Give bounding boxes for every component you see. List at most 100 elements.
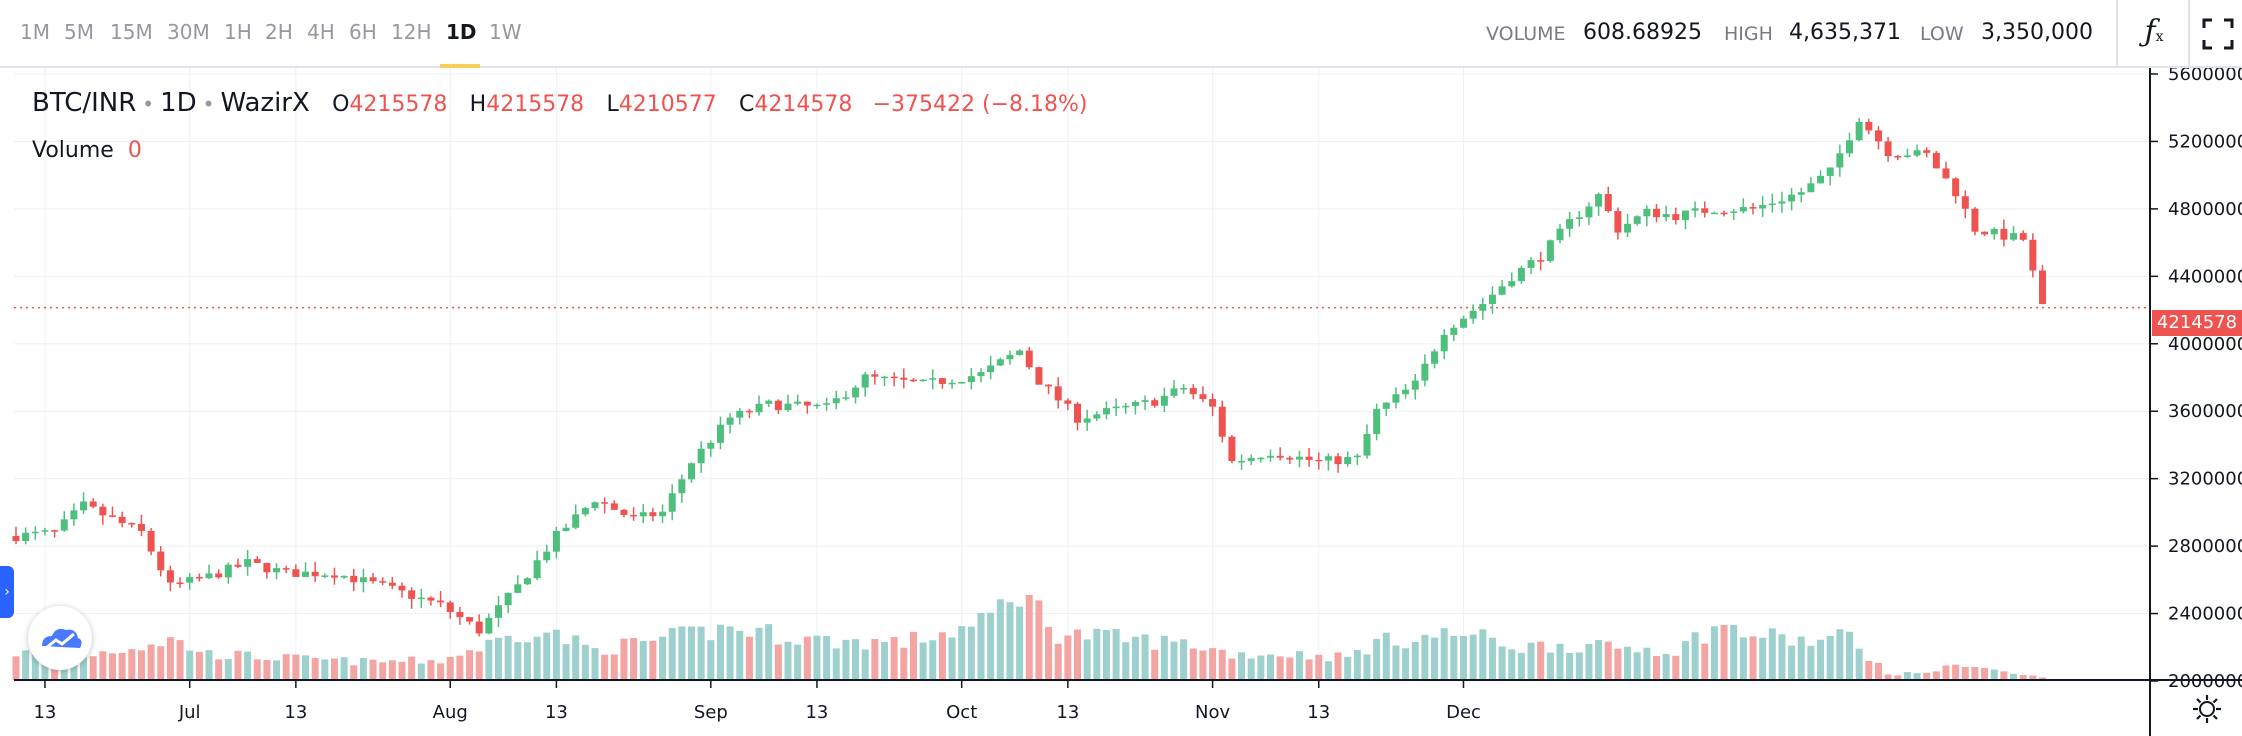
volume-bar-down — [99, 651, 107, 680]
candle-down — [437, 600, 445, 603]
candle-up — [1460, 318, 1467, 328]
gear-icon[interactable] — [2190, 692, 2224, 726]
volume-bar-up — [861, 649, 869, 680]
candle-up — [948, 382, 956, 385]
volume-bar-up — [22, 650, 30, 680]
candle-up — [794, 401, 802, 404]
volume-bar-down — [1054, 643, 1062, 680]
volume-bar-down — [1961, 667, 1969, 680]
volume-bar-down — [630, 637, 638, 680]
x-axis-label: 13 — [1307, 702, 1330, 723]
volume-bar-down — [1189, 648, 1197, 680]
candle-up — [1479, 303, 1487, 311]
volume-bar-down — [282, 654, 290, 680]
y-axis-label: 4000000 — [2168, 334, 2242, 355]
candle-up — [1759, 205, 1767, 209]
volume-bar-down — [1720, 624, 1728, 680]
volume-bar-down — [1151, 649, 1159, 680]
high-stat-label: HIGH — [1724, 23, 1773, 45]
candle-up — [1788, 194, 1796, 202]
volume-bar-up — [504, 635, 512, 680]
volume-bar-up — [1903, 672, 1911, 680]
candle-up — [784, 403, 792, 411]
volume-bar-down — [118, 652, 126, 680]
candle-up — [321, 575, 329, 577]
candle-down — [1604, 194, 1612, 212]
candle-down — [1981, 231, 1989, 235]
candle-down — [1614, 211, 1622, 233]
candle-down — [1932, 152, 1940, 169]
candle-up — [823, 403, 831, 405]
candle-up — [736, 410, 744, 418]
candle-up — [1691, 208, 1699, 211]
y-axis-label: 2800000 — [2168, 536, 2242, 557]
fx-indicators-icon[interactable]: ƒx — [2144, 14, 2164, 49]
candle-down — [195, 577, 203, 579]
candle-down — [1653, 208, 1660, 218]
fullscreen-icon[interactable] — [2200, 16, 2236, 52]
candle-up — [1141, 400, 1149, 402]
volume-bar-up — [823, 636, 831, 680]
volume-bar-up — [1450, 635, 1458, 680]
candle-down — [1025, 350, 1033, 368]
y-axis-label: 4800000 — [2168, 199, 2242, 220]
candle-up — [668, 493, 676, 512]
candle-down — [1874, 130, 1882, 142]
volume-bar-down — [1276, 656, 1284, 680]
y-axis-label: 5600000 — [2168, 68, 2242, 85]
volume-bar-up — [1566, 652, 1574, 680]
volume-bar-up — [707, 640, 715, 680]
x-axis-label: 13 — [1056, 702, 1079, 723]
interval-1d[interactable]: 1D — [446, 20, 477, 44]
volume-bar-down — [292, 654, 300, 680]
interval-2h[interactable]: 2H — [265, 20, 293, 44]
candle-down — [388, 582, 396, 586]
tradingview-logo[interactable] — [28, 606, 92, 670]
volume-bars — [12, 594, 2046, 680]
interval-4h[interactable]: 4H — [307, 20, 335, 44]
volume-bar-up — [716, 624, 724, 680]
interval-15m[interactable]: 15M — [110, 20, 153, 44]
interval-30m[interactable]: 30M — [167, 20, 210, 44]
interval-12h[interactable]: 12H — [391, 20, 432, 44]
candle-up — [1411, 380, 1419, 390]
candle-up — [755, 403, 763, 413]
volume-bar-down — [1604, 641, 1612, 680]
candle-down — [1189, 388, 1197, 395]
candle-up — [60, 519, 68, 531]
candle-up — [22, 532, 30, 542]
interval-5m[interactable]: 5M — [64, 20, 94, 44]
volume-bar-up — [1807, 645, 1815, 680]
volume-bar-up — [224, 659, 232, 680]
candle-up — [929, 378, 937, 380]
candle-down — [630, 514, 638, 517]
interval-1m[interactable]: 1M — [20, 20, 50, 44]
sidebar-toggle-chevron-icon[interactable]: › — [0, 566, 14, 618]
volume-bar-down — [1064, 635, 1072, 680]
chart-area[interactable]: 5600000 5200000 4800000 4400000 4000000 36000… — [0, 68, 2242, 736]
volume-bar-up — [495, 637, 502, 680]
candle-up — [417, 597, 425, 600]
candle-down — [466, 617, 474, 622]
legend-open-label: O — [332, 92, 350, 117]
volume-bar-up — [552, 629, 560, 680]
volume-bar-up — [273, 660, 281, 680]
legend-symbol[interactable]: BTC/INR — [32, 88, 137, 118]
interval-6h[interactable]: 6H — [349, 20, 377, 44]
x-axis-label: Jul — [178, 702, 201, 723]
candle-down — [1672, 214, 1680, 221]
volume-bar-up — [1247, 658, 1255, 680]
candle-down — [292, 569, 300, 577]
volume-bar-up — [1180, 639, 1188, 680]
volume-bar-up — [659, 636, 667, 680]
volume-bar-up — [1855, 648, 1863, 680]
x-axis-label: 13 — [805, 702, 828, 723]
candle-up — [186, 577, 194, 583]
candle-up — [1353, 455, 1361, 458]
candle-up — [1595, 194, 1603, 207]
interval-1h[interactable]: 1H — [224, 20, 252, 44]
interval-1w[interactable]: 1W — [489, 20, 522, 44]
volume-bar-down — [253, 659, 261, 680]
legend-high-label: H — [469, 92, 487, 117]
volume-legend-label: Volume — [32, 138, 114, 163]
